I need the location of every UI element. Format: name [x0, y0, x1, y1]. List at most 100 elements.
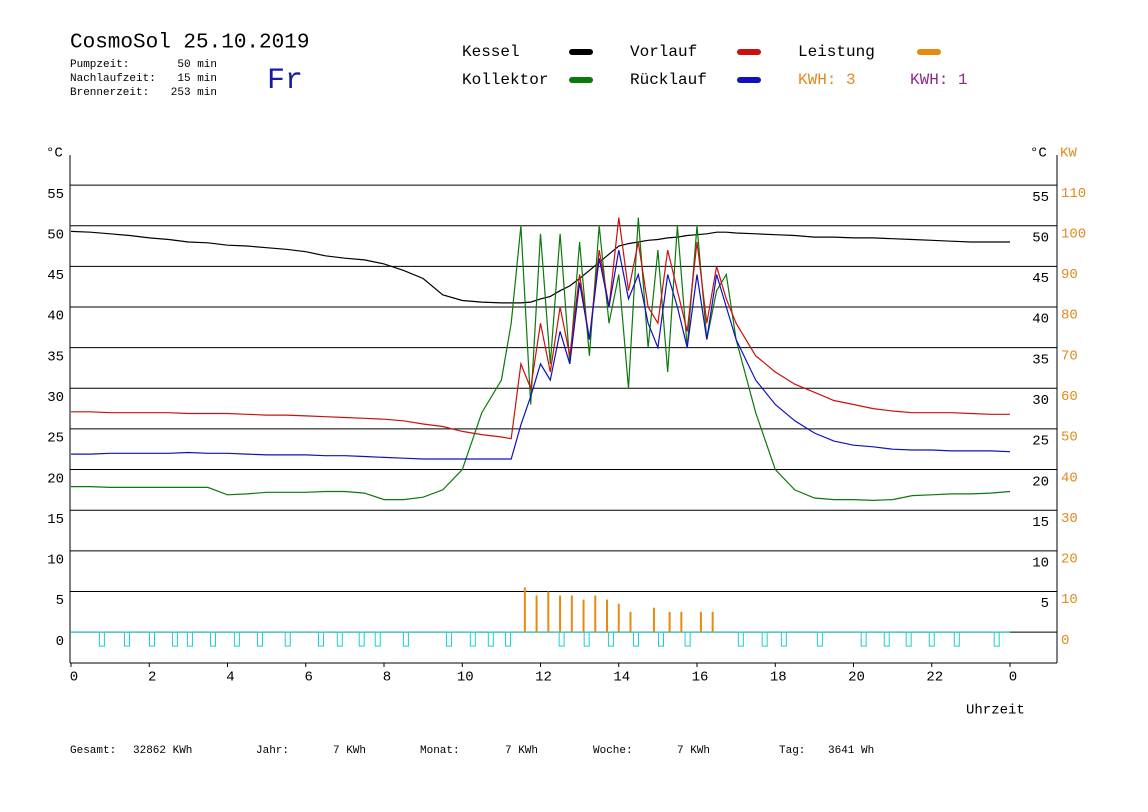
- y2-tick-label: 90: [1061, 267, 1078, 283]
- y-tick-label-right: 30: [1032, 393, 1049, 409]
- pump-mark: [233, 631, 240, 647]
- footer-value: 7 KWh: [677, 745, 710, 757]
- pump-mark: [469, 631, 476, 647]
- x-tick-label: 8: [383, 670, 391, 686]
- footer-label: Woche:: [593, 745, 633, 757]
- footer-value: 7 KWh: [333, 745, 366, 757]
- x-tick-label: 0: [1009, 670, 1017, 686]
- y-tick-label: 40: [47, 309, 64, 325]
- pump-mark: [816, 631, 823, 647]
- pump-mark: [558, 631, 565, 647]
- x-tick-label: 14: [613, 670, 630, 686]
- legend-label: Leistung: [798, 43, 875, 61]
- pump-mark: [445, 631, 452, 647]
- kwh-label: KWH: 1: [910, 71, 968, 89]
- y-tick-label: 25: [47, 431, 64, 447]
- x-tick-label: 22: [926, 670, 943, 686]
- y-unit-right: °C: [1030, 146, 1047, 162]
- y-tick-label-right: 45: [1032, 271, 1049, 287]
- series-line: [71, 217, 1011, 502]
- pump-mark: [284, 631, 291, 647]
- info-value: 253 min: [171, 87, 217, 99]
- info-value: 50 min: [177, 59, 217, 71]
- y-tick-label-right: 10: [1032, 556, 1049, 572]
- info-label: Brennerzeit:: [70, 87, 149, 99]
- pump-mark: [487, 631, 494, 647]
- legend-label: Rücklauf: [630, 71, 707, 89]
- y-tick-label-right: 50: [1032, 230, 1049, 246]
- pump-mark: [172, 631, 179, 647]
- y-tick-label: 35: [47, 349, 64, 365]
- legend-label: Kollektor: [462, 71, 548, 89]
- x-axis-label: Uhrzeit: [966, 703, 1025, 719]
- y-tick-label: 0: [56, 634, 64, 650]
- y2-unit: KW: [1060, 146, 1077, 162]
- series-line: [71, 217, 1010, 440]
- y-tick-label: 15: [47, 512, 64, 528]
- pump-mark: [505, 631, 512, 647]
- kwh-label: KWH: 3: [798, 71, 856, 89]
- pump-mark: [148, 631, 155, 647]
- x-tick-label: 0: [70, 670, 78, 686]
- x-tick-label: 20: [848, 670, 865, 686]
- y-unit: °C: [46, 146, 63, 162]
- y-tick-label: 45: [47, 268, 64, 284]
- legend-label: Kessel: [462, 43, 520, 61]
- y-tick-label: 20: [47, 471, 64, 487]
- y-tick-label: 10: [47, 553, 64, 569]
- weekday: Fr: [267, 64, 303, 98]
- y2-tick-label: 100: [1061, 226, 1086, 242]
- y-tick-label-right: 35: [1032, 352, 1049, 368]
- info-label: Nachlaufzeit:: [70, 73, 156, 85]
- title: CosmoSol 25.10.2019: [70, 32, 309, 55]
- y2-tick-label: 110: [1061, 186, 1086, 202]
- pump-mark: [953, 631, 960, 647]
- x-tick-label: 12: [535, 670, 552, 686]
- x-tick-label: 16: [692, 670, 709, 686]
- info-label: Pumpzeit:: [70, 59, 129, 71]
- series-line: [71, 249, 1011, 460]
- pump-mark: [684, 631, 691, 647]
- footer-label: Jahr:: [256, 745, 289, 757]
- y2-tick-label: 20: [1061, 552, 1078, 568]
- footer-value: 7 KWh: [505, 745, 538, 757]
- x-tick-label: 18: [770, 670, 787, 686]
- y2-tick-label: 50: [1061, 430, 1078, 446]
- y2-tick-label: 10: [1061, 592, 1078, 608]
- pump-mark: [186, 631, 193, 647]
- y-tick-label: 30: [47, 390, 64, 406]
- pump-mark: [632, 631, 639, 647]
- y2-tick-label: 80: [1061, 308, 1078, 324]
- footer-value: 3641 Wh: [828, 745, 874, 757]
- pump-mark: [336, 631, 343, 647]
- y2-tick-label: 30: [1061, 511, 1078, 527]
- pump-mark: [928, 631, 935, 647]
- pump-mark: [780, 631, 787, 647]
- pump-mark: [883, 631, 890, 647]
- y-tick-label-right: 55: [1032, 190, 1049, 206]
- x-tick-label: 4: [226, 670, 234, 686]
- y-tick-label-right: 20: [1032, 474, 1049, 490]
- pump-mark: [402, 631, 409, 647]
- pump-mark: [993, 631, 1000, 647]
- legend-label: Vorlauf: [630, 43, 697, 61]
- pump-mark: [318, 631, 325, 647]
- pump-mark: [98, 631, 105, 647]
- y-tick-label-right: 25: [1032, 434, 1049, 450]
- pump-mark: [123, 631, 130, 647]
- y2-tick-label: 0: [1061, 633, 1069, 649]
- y-tick-label-right: 5: [1041, 596, 1049, 612]
- y-tick-label-right: 15: [1032, 515, 1049, 531]
- y2-tick-label: 60: [1061, 389, 1078, 405]
- y-tick-label: 5: [56, 593, 64, 609]
- pump-mark: [761, 631, 768, 647]
- y-tick-label: 55: [47, 187, 64, 203]
- footer-label: Tag:: [779, 745, 805, 757]
- pump-mark: [358, 631, 365, 647]
- y2-tick-label: 40: [1061, 470, 1078, 486]
- y-tick-label: 50: [47, 227, 64, 243]
- pump-mark: [583, 631, 590, 647]
- x-tick-label: 10: [457, 670, 474, 686]
- pump-mark: [658, 631, 665, 647]
- x-tick-label: 6: [305, 670, 313, 686]
